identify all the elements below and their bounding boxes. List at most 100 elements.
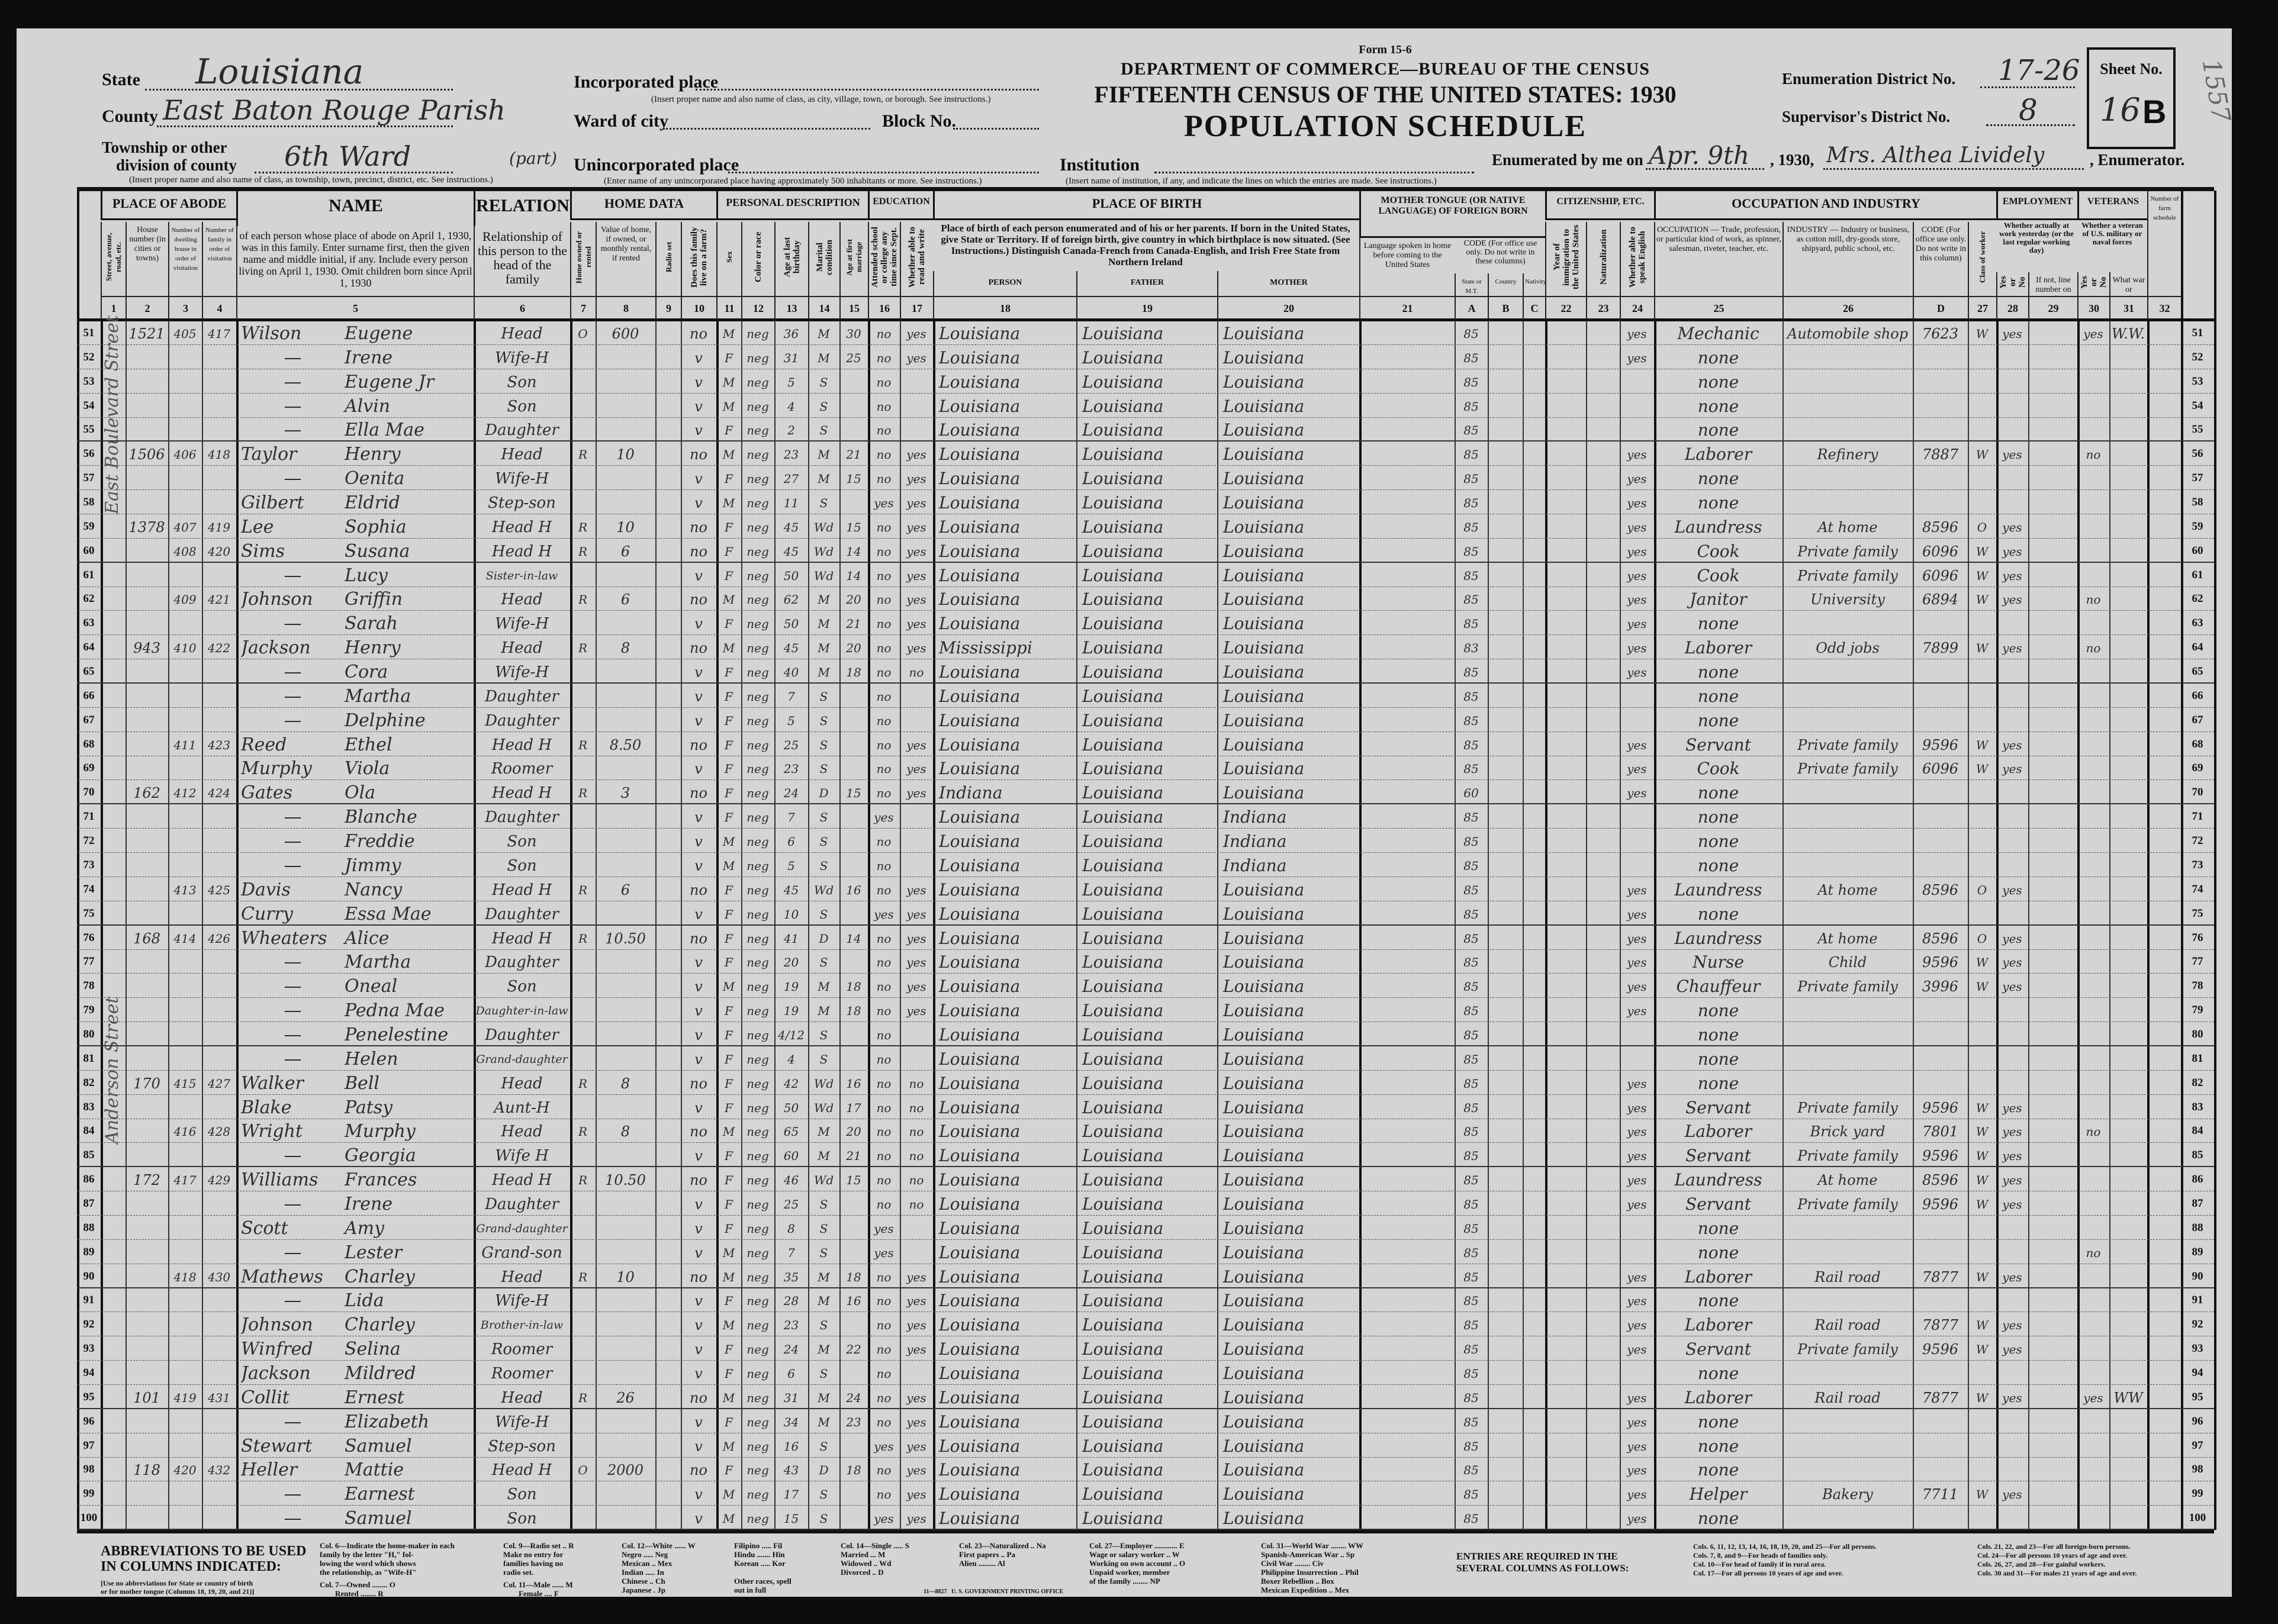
- line-number: 67: [83, 713, 95, 726]
- cell-bf: Louisiana: [1082, 1001, 1164, 1021]
- cell-vet: yes: [2083, 1390, 2103, 1405]
- cell-sch: no: [876, 955, 892, 970]
- cell-sex: F: [725, 762, 733, 776]
- line-number-right: 83: [2192, 1100, 2203, 1113]
- column-header-label: OCCUPATION — Trade, profession, or parti…: [1656, 225, 1781, 253]
- cell-bp: Louisiana: [939, 1097, 1021, 1117]
- cell-race: neg: [747, 544, 769, 559]
- cell-bm: Louisiana: [1223, 493, 1305, 513]
- column-number: 11: [716, 296, 741, 320]
- cell-farm: v: [694, 1244, 703, 1261]
- surname: —: [284, 1290, 302, 1312]
- cell-mar: S: [819, 955, 828, 970]
- cell-bm: Louisiana: [1223, 1315, 1305, 1335]
- column-header-29: If not, line number on Unemployment Sche…: [2028, 272, 2077, 296]
- cell-agem: 18: [846, 979, 861, 994]
- sheet-label: Sheet No.: [2100, 60, 2163, 78]
- line-number-right: 70: [2192, 786, 2203, 799]
- cell-cls: W: [1975, 737, 1989, 752]
- line-number: 56: [83, 447, 95, 460]
- cell-ind: Rail road: [1814, 1317, 1881, 1334]
- cell-bf: Louisiana: [1082, 1436, 1164, 1456]
- cell-occ: none: [1697, 904, 1739, 924]
- line-number-right: 91: [2192, 1294, 2203, 1307]
- cell-codeA: 85: [1463, 1100, 1479, 1115]
- cell-cls: W: [1975, 979, 1989, 994]
- cell-sch: no: [876, 665, 892, 680]
- given-name: Cora: [345, 662, 388, 683]
- cell-sch: no: [876, 931, 892, 946]
- cell-mar: S: [819, 1221, 828, 1236]
- surname: —: [284, 662, 302, 683]
- cell-occ: none: [1697, 1460, 1739, 1480]
- surname: —: [284, 420, 302, 441]
- person-name: — Earnest: [241, 1481, 472, 1505]
- cell-agem: 16: [846, 1076, 861, 1091]
- line-number: 63: [83, 617, 95, 630]
- cell-own: R: [578, 1124, 588, 1139]
- line-number: 75: [83, 907, 95, 920]
- cell-eng: yes: [1627, 1318, 1647, 1333]
- cell-eng: yes: [1627, 327, 1647, 341]
- cell-code: 9596: [1922, 1341, 1959, 1358]
- cell-age: 19: [783, 1004, 799, 1019]
- cell-occ: none: [1697, 710, 1739, 730]
- cell-house: 170: [133, 1075, 160, 1092]
- cell-sch: no: [876, 1027, 892, 1042]
- cell-farm: v: [694, 1220, 703, 1237]
- cell-sex: M: [722, 496, 735, 511]
- cell-eng: yes: [1627, 955, 1647, 970]
- cell-read: yes: [906, 1342, 926, 1357]
- cell-cls: W: [1975, 1342, 1989, 1357]
- cell-age: 6: [787, 1366, 795, 1381]
- line-number-right: 97: [2192, 1439, 2203, 1452]
- cell-dwell: 408: [173, 544, 197, 559]
- cell-codeA: 85: [1463, 810, 1479, 825]
- cell-mar: S: [819, 399, 828, 414]
- cell-race: neg: [747, 399, 769, 414]
- cell-rel: Head: [501, 1074, 543, 1093]
- cell-sex: F: [725, 882, 733, 897]
- cell-rel: Daughter: [485, 905, 559, 923]
- cell-bm: Louisiana: [1223, 420, 1305, 440]
- cell-sex: F: [725, 520, 733, 534]
- state-label: State: [102, 70, 140, 89]
- cell-rel: Wife H: [495, 1147, 549, 1165]
- cell-sex: F: [725, 689, 733, 704]
- column-header-30: Yes or No: [2077, 272, 2109, 296]
- cell-sch: no: [876, 858, 892, 873]
- cell-bm: Louisiana: [1223, 1291, 1305, 1311]
- given-name: Pedna Mae: [345, 1000, 445, 1022]
- cell-val: 3: [620, 785, 630, 802]
- cell-bf: Louisiana: [1082, 517, 1164, 537]
- line-number-right: 80: [2192, 1027, 2203, 1040]
- cell-work: yes: [2002, 327, 2022, 341]
- column-header-31: What war or expedition?: [2109, 272, 2147, 296]
- cell-bm: Indiana: [1223, 855, 1287, 875]
- column-number: 19: [1076, 296, 1217, 320]
- column-number: 5: [236, 296, 474, 320]
- ward-label: Ward of city: [574, 111, 668, 131]
- cell-rel: Son: [507, 856, 537, 875]
- line-number: 82: [83, 1076, 95, 1089]
- cell-bp: Louisiana: [939, 952, 1021, 972]
- cell-race: neg: [747, 1366, 769, 1381]
- cell-farm: v: [694, 616, 703, 633]
- cell-bm: Louisiana: [1223, 444, 1305, 465]
- column-header-4: Number of family in order of visitation: [202, 222, 236, 296]
- cell-bp: Louisiana: [939, 686, 1021, 706]
- institution-hint: (Insert name of institution, if any, and…: [1066, 176, 1437, 186]
- surname: —: [284, 807, 302, 828]
- column-number: 1: [101, 296, 126, 320]
- cell-bp: Louisiana: [939, 444, 1021, 465]
- cell-bp: Louisiana: [939, 1024, 1021, 1045]
- cell-val: 10: [616, 1268, 635, 1285]
- cell-eng: yes: [1627, 737, 1647, 752]
- column-number: 3: [168, 296, 202, 320]
- col27-note: Col. 27—Employer ............ E Wage or …: [1089, 1541, 1186, 1586]
- cell-sch: no: [876, 1390, 892, 1405]
- cell-sch: no: [876, 689, 892, 704]
